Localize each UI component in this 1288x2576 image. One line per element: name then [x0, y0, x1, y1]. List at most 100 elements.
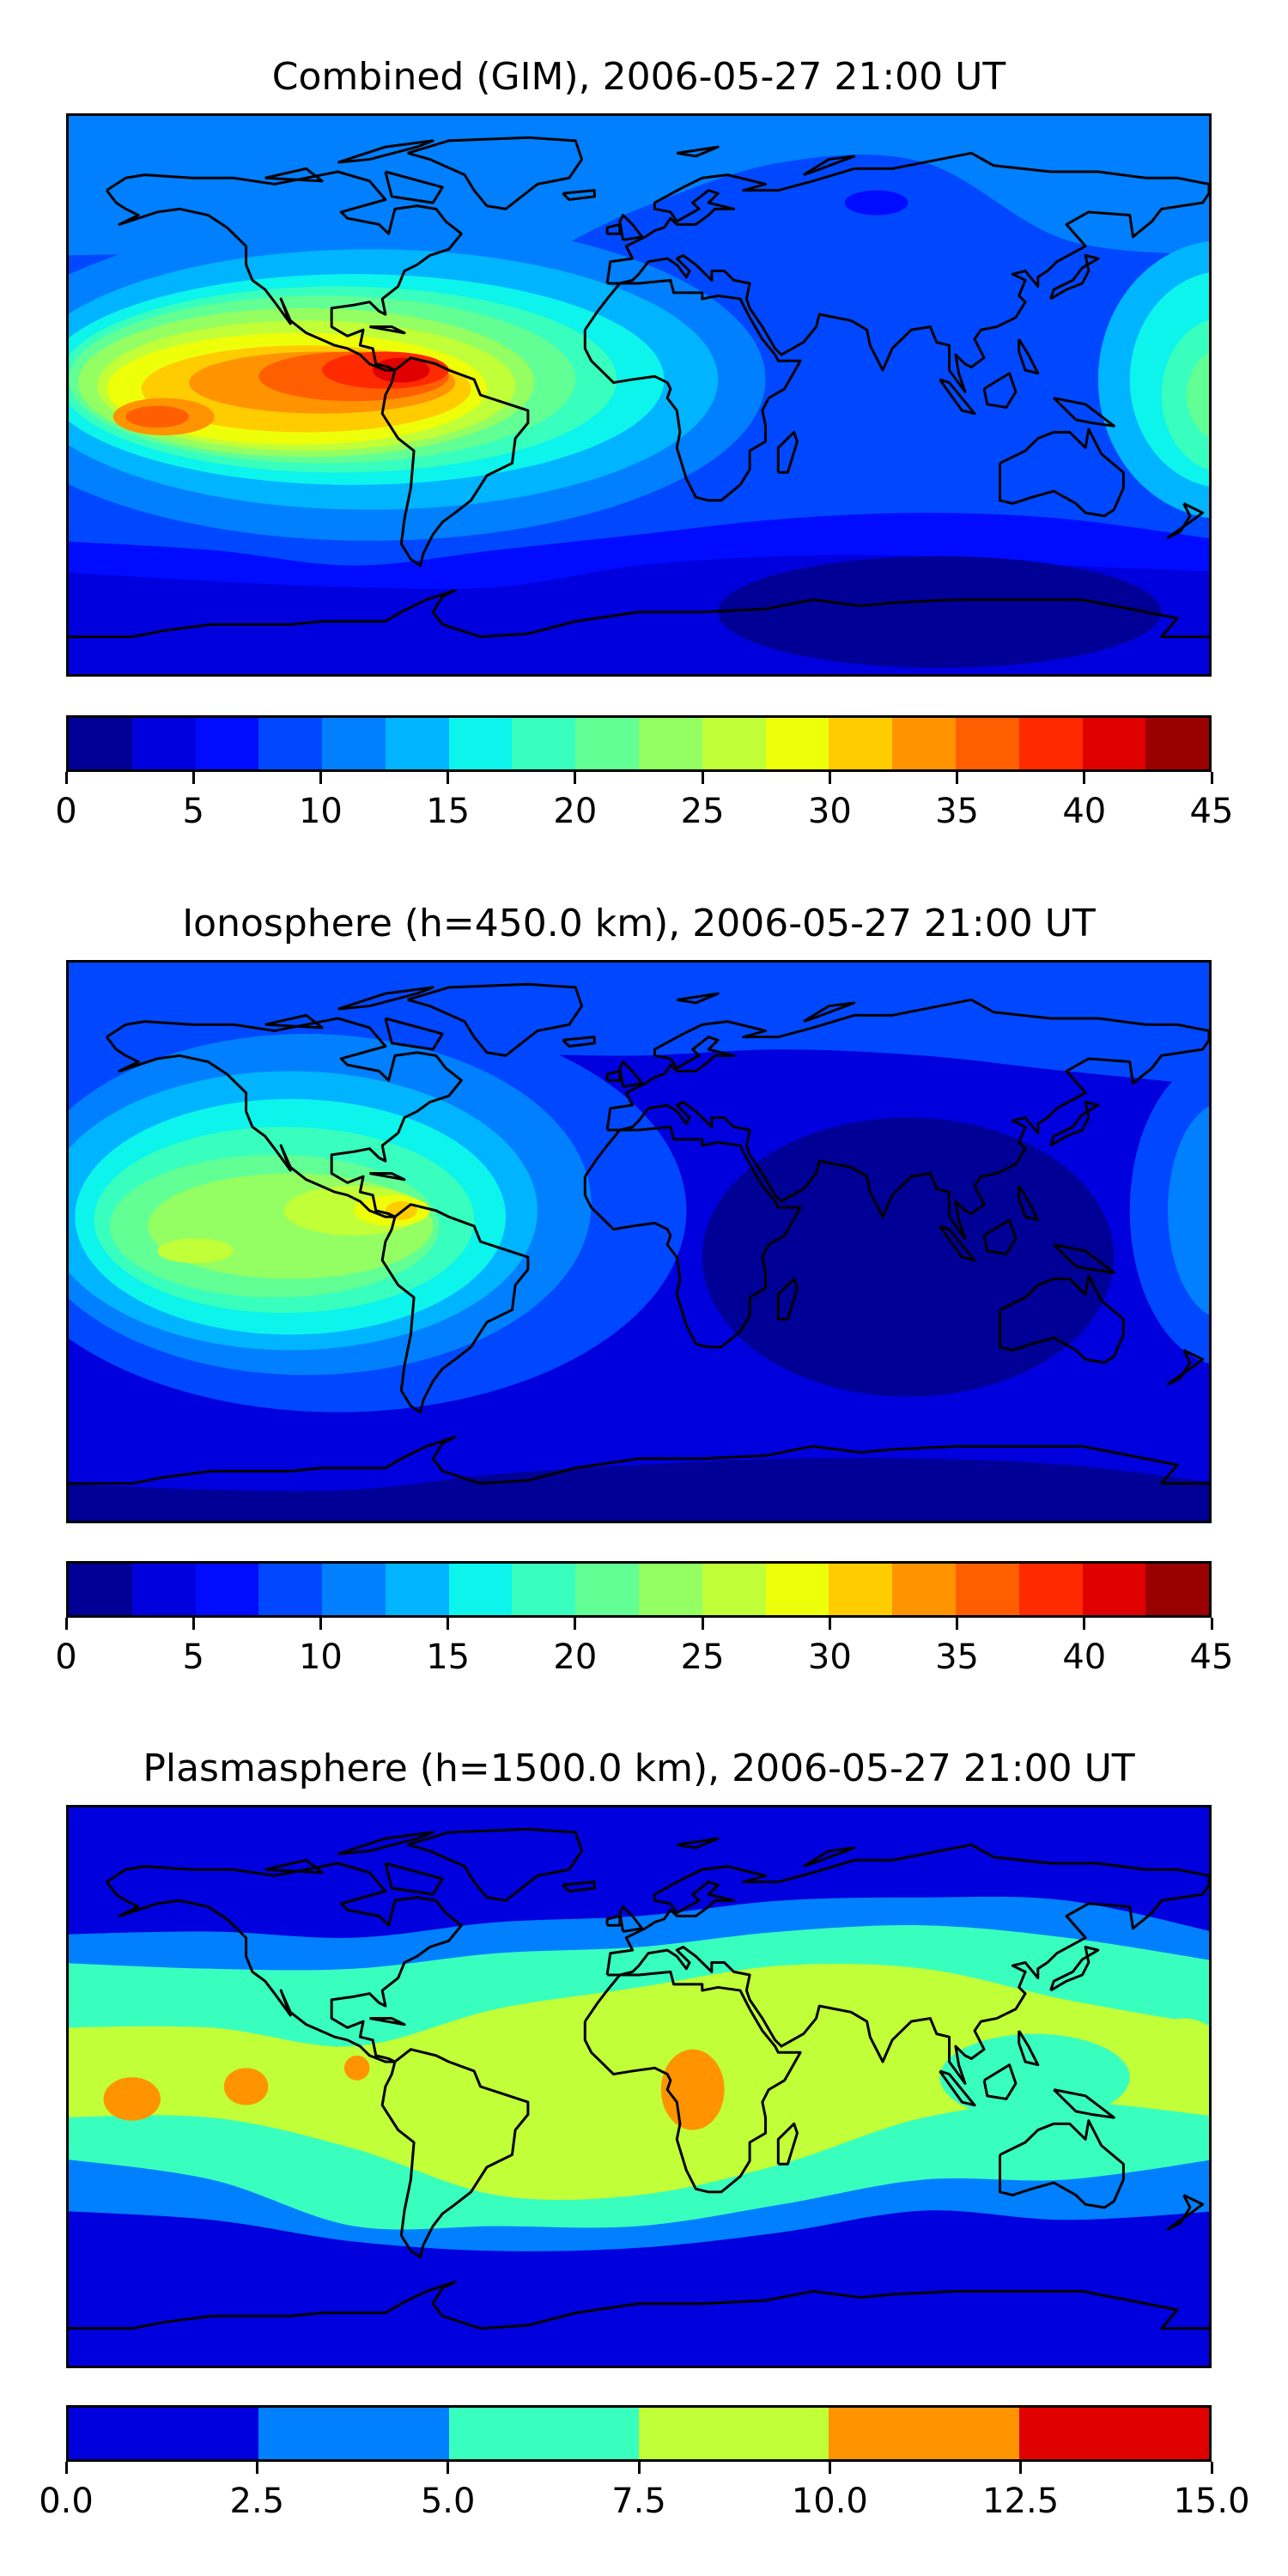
colorbar-segment	[1082, 1564, 1146, 1615]
coastlines	[69, 1829, 1209, 2328]
colorbar-tick-label: 25	[680, 1637, 725, 1677]
coastline-novaya-zemlya	[804, 1848, 854, 1867]
colorbar-segment	[1018, 2408, 1209, 2459]
coastline-japan	[1051, 1103, 1098, 1146]
colorbar-tick	[1083, 1618, 1086, 1630]
coastline-cuba	[369, 1174, 404, 1180]
colorbar-segment	[195, 718, 259, 769]
colorbar-segment	[639, 1564, 702, 1615]
colorbar-segment	[448, 2408, 639, 2459]
colorbar-tick	[828, 772, 831, 784]
colorbar-tick-label: 2.5	[229, 2482, 285, 2521]
coastline-new-guinea	[1054, 1245, 1114, 1273]
coastline-eurasia	[607, 999, 1209, 1238]
coastline-antarctica	[69, 2282, 1209, 2329]
contour-region	[69, 1457, 1209, 1521]
colorbar-segment	[448, 718, 513, 769]
contour-map	[69, 963, 1209, 1521]
colorbar-tick	[191, 772, 195, 784]
coastline-baffin	[386, 172, 442, 203]
colorbar-tick-label: 15	[426, 792, 471, 831]
coastlines	[69, 137, 1209, 636]
coastline-new-zealand	[1168, 503, 1203, 538]
colorbar-segment	[258, 718, 323, 769]
coastline-greenland	[408, 1829, 582, 1900]
coastline-eurasia	[607, 153, 1209, 392]
coastline-australia	[1000, 1276, 1124, 1363]
colorbar-tick-label: 20	[553, 1637, 598, 1677]
coastline-south-america	[382, 1205, 528, 1413]
colorbar-tick	[828, 1618, 831, 1630]
colorbar-segment	[69, 1564, 132, 1615]
colorbar-segment	[575, 1564, 640, 1615]
coastline-africa	[585, 280, 800, 500]
colorbar-segment	[385, 1564, 449, 1615]
contour-region	[373, 357, 430, 383]
coastline-cuba	[369, 2019, 404, 2025]
colorbar-tick-label: 40	[1062, 1637, 1107, 1677]
colorbar-tick	[956, 772, 959, 784]
coastline-svalbard	[677, 993, 718, 1003]
colorbar-segment	[1018, 718, 1083, 769]
coastline-philippines	[1019, 2031, 1038, 2065]
coastline-antarctica	[69, 591, 1209, 637]
colorbar-segment	[575, 718, 640, 769]
colorbar-tick	[1019, 2462, 1023, 2474]
panel-title: Plasmasphere (h=1500.0 km), 2006-05-27 2…	[143, 1747, 1135, 1790]
colorbar-tick	[447, 772, 450, 784]
contour-region	[660, 2049, 725, 2130]
coastline-new-guinea	[1054, 2090, 1114, 2118]
contour-region	[343, 2055, 370, 2081]
coastline-victoria-island	[265, 1015, 322, 1027]
coastline-ellesmere	[338, 141, 434, 162]
colorbar-tick-label: 0.0	[39, 2482, 94, 2521]
coastline-sumatra	[939, 1226, 975, 1261]
colorbar-tick	[701, 1618, 704, 1630]
colorbar-tick-label: 5.0	[420, 2482, 476, 2521]
coastline-madagascar	[778, 2123, 797, 2164]
map-plot-area	[66, 1805, 1212, 2368]
colorbar-tick	[701, 772, 704, 784]
coastline-japan	[1051, 256, 1098, 300]
coastline-borneo	[984, 1220, 1016, 1255]
colorbar-tick-label: 5	[182, 792, 204, 831]
colorbar-tick	[637, 2462, 641, 2474]
colorbar-segment	[322, 1564, 386, 1615]
coastline-svalbard	[677, 1838, 718, 1848]
colorbar-segment	[258, 2408, 449, 2459]
contour-region	[939, 2033, 1130, 2121]
coastline-cuba	[369, 327, 404, 333]
coastline-greenland	[408, 984, 582, 1055]
colorbar-tick	[1083, 772, 1086, 784]
colorbar-segment	[258, 1564, 323, 1615]
colorbar-segment	[829, 1564, 893, 1615]
colorbar-segment	[638, 2408, 829, 2459]
colorbar-segment	[702, 718, 766, 769]
coastline-victoria-island	[265, 168, 322, 180]
colorbar-segment	[702, 1564, 766, 1615]
contour-map	[69, 116, 1209, 674]
coastline-greenland	[408, 137, 582, 209]
colorbar-tick-label: 10.0	[791, 2482, 868, 2521]
colorbar-tick	[64, 2462, 68, 2474]
coastline-sumatra	[939, 2071, 975, 2105]
colorbar-tick-label: 45	[1189, 792, 1234, 831]
colorbar-tick	[64, 772, 68, 784]
colorbar-tick-label: 7.5	[611, 2482, 666, 2521]
contour-map	[69, 1807, 1209, 2366]
coastline-sumatra	[939, 380, 975, 414]
contour-region	[103, 2077, 161, 2121]
colorbar-segment	[195, 1564, 259, 1615]
colorbar-segment	[765, 718, 829, 769]
colorbar-segment	[892, 718, 956, 769]
panel-title: Combined (GIM), 2006-05-27 21:00 UT	[271, 55, 1006, 99]
map-plot-area	[66, 960, 1212, 1523]
contour-region	[1187, 352, 1209, 438]
coastline-svalbard	[677, 147, 718, 156]
colorbar-tick-label: 35	[935, 1637, 979, 1677]
coastline-north-america	[106, 172, 461, 370]
colorbar	[66, 1561, 1212, 1618]
colorbar-tick-label: 15	[426, 1637, 471, 1677]
coastline-ireland	[607, 224, 620, 234]
colorbar-tick	[319, 772, 322, 784]
